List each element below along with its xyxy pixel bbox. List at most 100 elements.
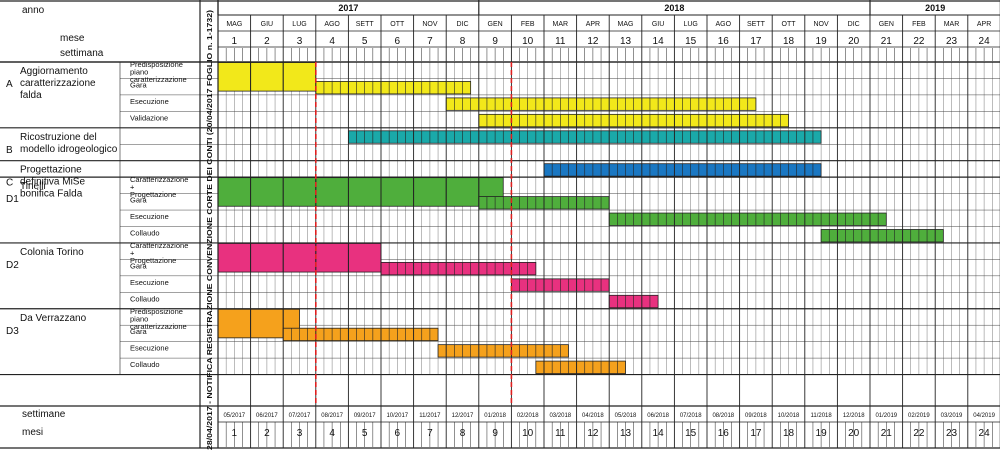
month-date: 03/2018 — [549, 413, 571, 419]
month-name: AGO — [716, 21, 732, 28]
task-label: Gara — [130, 80, 148, 89]
month-number: 7 — [427, 36, 433, 47]
footer-month-number: 19 — [816, 428, 828, 439]
month-number: 18 — [783, 36, 795, 47]
month-name: MAR — [944, 21, 960, 28]
month-number: 21 — [881, 36, 893, 47]
month-name: FEB — [912, 21, 926, 28]
month-number: 20 — [848, 36, 860, 47]
task-bar — [217, 243, 382, 273]
month-date: 01/2018 — [484, 413, 506, 419]
footer-month-number: 7 — [427, 428, 433, 439]
month-name: SETT — [747, 21, 766, 28]
month-name: OTT — [390, 21, 405, 28]
group-title: Progettazione — [20, 165, 82, 176]
month-number: 6 — [395, 36, 401, 47]
task-bar — [282, 327, 439, 342]
month-name: GEN — [488, 21, 503, 28]
footer-month-number: 18 — [783, 428, 795, 439]
footer-month-number: 2 — [264, 428, 270, 439]
month-name: OTT — [782, 21, 797, 28]
task-label: Esecuzione — [130, 278, 169, 287]
footer-month-number: 4 — [329, 428, 335, 439]
task-label: + — [130, 248, 135, 257]
month-date: 08/2017 — [321, 413, 343, 419]
anno-label: anno — [22, 5, 45, 16]
month-date: 09/2018 — [745, 413, 767, 419]
month-date: 11/2018 — [810, 413, 832, 419]
month-number: 15 — [685, 36, 697, 47]
month-date: 08/2018 — [712, 413, 734, 419]
month-name: FEB — [521, 21, 535, 28]
footer-month-number: 20 — [848, 428, 860, 439]
year-label: 2018 — [664, 3, 684, 13]
month-number: 8 — [460, 36, 466, 47]
footer-month-number: 24 — [979, 428, 991, 439]
task-label: Progettazione — [130, 190, 176, 199]
task-label: + — [130, 183, 135, 192]
group-title: definitiva MiSe — [20, 177, 85, 188]
task-label: Predisposizione — [130, 60, 183, 69]
task-label: Caratterizzazione — [130, 175, 188, 184]
task-bar — [315, 81, 472, 95]
year-label: 2017 — [338, 3, 358, 13]
text-layer: anno mese settimana settimane mesi 28/04… — [6, 3, 996, 450]
month-number: 3 — [297, 36, 303, 47]
month-name: GIU — [652, 21, 664, 28]
footer-month-number: 10 — [522, 428, 534, 439]
footer-month-number: 5 — [362, 428, 368, 439]
month-name: GIU — [261, 21, 273, 28]
group-title: falda — [20, 90, 42, 101]
month-number: 1 — [232, 36, 238, 47]
month-date: 09/2017 — [354, 413, 376, 419]
month-date: 06/2017 — [256, 413, 278, 419]
month-date: 12/2018 — [843, 413, 865, 419]
footer-mesi-label: mesi — [22, 427, 43, 438]
group-title: Colonia Torino — [20, 247, 84, 258]
footer-month-number: 14 — [653, 428, 665, 439]
footer-month-number: 6 — [395, 428, 401, 439]
task-label: Collaudo — [130, 294, 160, 303]
group-title: caratterizzazione — [20, 78, 96, 89]
group-title: Da Verrazzano — [20, 313, 87, 324]
task-label: Gara — [130, 261, 148, 270]
group-title: Ricostruzione del — [20, 132, 97, 143]
month-number: 9 — [492, 36, 498, 47]
group-code: C — [6, 178, 13, 189]
month-number: 13 — [620, 36, 632, 47]
month-number: 23 — [946, 36, 958, 47]
month-name: MAG — [618, 21, 634, 28]
month-date: 06/2018 — [647, 413, 669, 419]
month-date: 07/2018 — [680, 413, 702, 419]
month-name: MAG — [226, 21, 242, 28]
month-name: MAR — [553, 21, 569, 28]
footer-settimane-label: settimane — [22, 409, 66, 420]
month-number: 2 — [264, 36, 270, 47]
month-date: 04/2019 — [973, 413, 995, 419]
task-bar — [380, 261, 537, 276]
footer-month-number: 21 — [881, 428, 893, 439]
month-number: 4 — [329, 36, 335, 47]
task-label: caratterizzazione — [130, 322, 187, 331]
month-name: LUG — [292, 21, 306, 28]
task-label: Validazione — [130, 113, 168, 122]
footer-month-number: 9 — [492, 428, 498, 439]
task-label: Gara — [130, 327, 148, 336]
task-label: Esecuzione — [130, 97, 169, 106]
month-date: 01/2019 — [875, 413, 897, 419]
month-name: LUG — [683, 21, 697, 28]
year-label: 2019 — [925, 3, 945, 13]
task-label: piano — [130, 68, 148, 77]
task-label: Esecuzione — [130, 212, 169, 221]
month-date: 03/2019 — [941, 413, 963, 419]
month-name: SETT — [356, 21, 375, 28]
month-number: 16 — [718, 36, 730, 47]
month-name: GEN — [879, 21, 894, 28]
month-number: 10 — [522, 36, 534, 47]
footer-month-number: 3 — [297, 428, 303, 439]
footer-month-number: 23 — [946, 428, 958, 439]
task-label: Gara — [130, 196, 148, 205]
group-code: D3 — [6, 326, 19, 337]
footer-month-number: 1 — [232, 428, 238, 439]
